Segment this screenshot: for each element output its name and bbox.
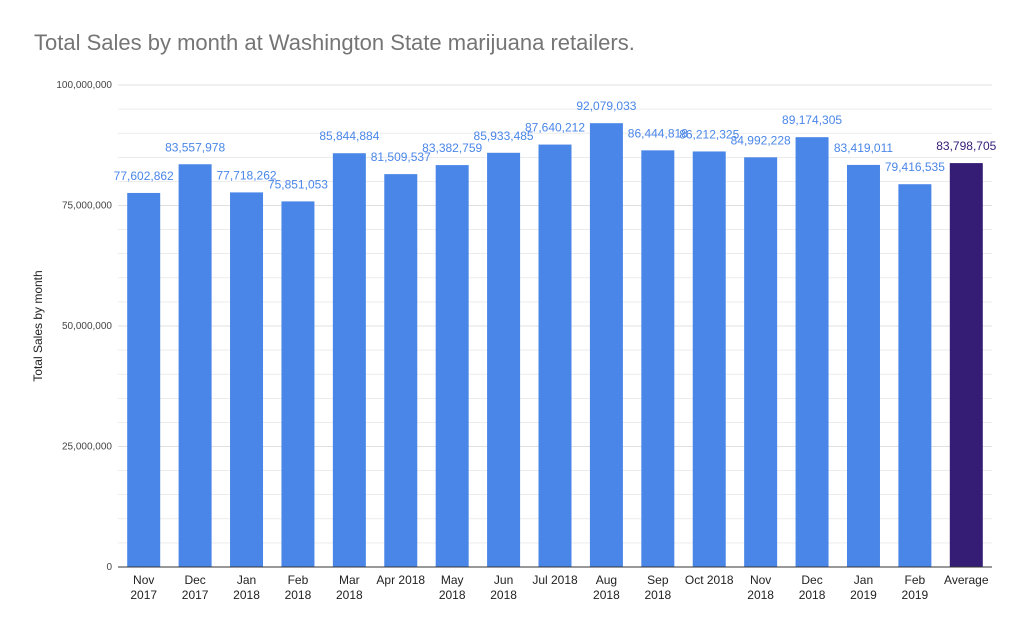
y-tick-label: 100,000,000 [56,80,112,91]
y-axis: 0 25,000,000 50,000,000 75,000,000 100,000,0… [56,80,112,573]
x-tick-label: Mar 2018 [336,573,363,602]
y-axis-label: Total Sales by month [31,270,45,381]
bar [281,201,315,567]
data-label: 86,444,818 [628,126,688,140]
x-tick-label: Jun 2018 [490,573,517,602]
x-tick-label: Apr 2018 [376,573,425,587]
bars [127,123,983,568]
data-label: 85,844,884 [319,129,379,143]
data-label: 79,416,535 [885,160,945,174]
data-label: 87,640,212 [525,121,585,135]
data-label: 83,557,978 [165,140,225,154]
data-label: 77,602,862 [114,169,174,183]
x-tick-label: Dec 2017 [182,573,209,602]
x-tick-label: May 2018 [439,573,466,602]
x-tick-label: Oct 2018 [685,573,734,587]
x-tick-label: Jul 2018 [532,573,578,587]
x-tick-label: Feb 2019 [902,573,929,602]
data-label: 86,212,325 [679,127,739,141]
bar [487,152,521,567]
bar [744,157,778,567]
chart-title: Total Sales by month at Washington State… [34,30,635,55]
bar [127,192,161,567]
bar [641,150,675,567]
data-label: 83,382,759 [422,141,482,155]
x-axis: Nov 2017 Dec 2017 Jan 2018 Feb 2018 Mar 2018 Apr 2… [118,566,992,602]
bar [230,192,264,567]
bar [898,184,932,568]
x-tick-label: Dec 2018 [799,573,826,602]
y-tick-label: 0 [106,562,112,573]
data-label: 77,718,262 [216,168,276,182]
bar [589,123,623,567]
bar [384,174,418,568]
bar [178,164,212,567]
bar [846,164,880,568]
data-label: 81,509,537 [371,150,431,164]
bar [795,137,829,567]
bar [538,144,572,568]
data-label: 83,419,011 [834,141,893,155]
data-label: 84,992,228 [731,133,791,147]
data-label: 89,174,305 [782,113,842,127]
bar [435,165,469,568]
data-labels: 77,602,862 83,557,978 77,718,26275,851,053… [114,99,997,191]
x-tick-label: Jan 2018 [233,573,260,602]
y-tick-label: 75,000,000 [62,201,112,212]
x-tick-label: Aug 2018 [593,573,620,602]
x-tick-label: Average [944,573,989,587]
y-tick-label: 25,000,000 [62,442,112,453]
x-tick-label: Feb 2018 [285,573,312,602]
x-tick-label: Jan 2019 [850,573,877,602]
x-tick-label: Nov 2017 [130,573,157,602]
data-label: 92,079,033 [576,99,636,113]
bar [692,151,726,567]
data-label: 83,798,705 [936,139,996,153]
data-label: 85,933,485 [474,129,534,143]
x-tick-label: Nov 2018 [747,573,774,602]
bar [332,153,366,567]
bar [949,163,983,567]
x-tick-label: Sep 2018 [644,573,671,602]
data-label: 75,851,053 [268,177,328,191]
y-tick-label: 50,000,000 [62,321,112,332]
